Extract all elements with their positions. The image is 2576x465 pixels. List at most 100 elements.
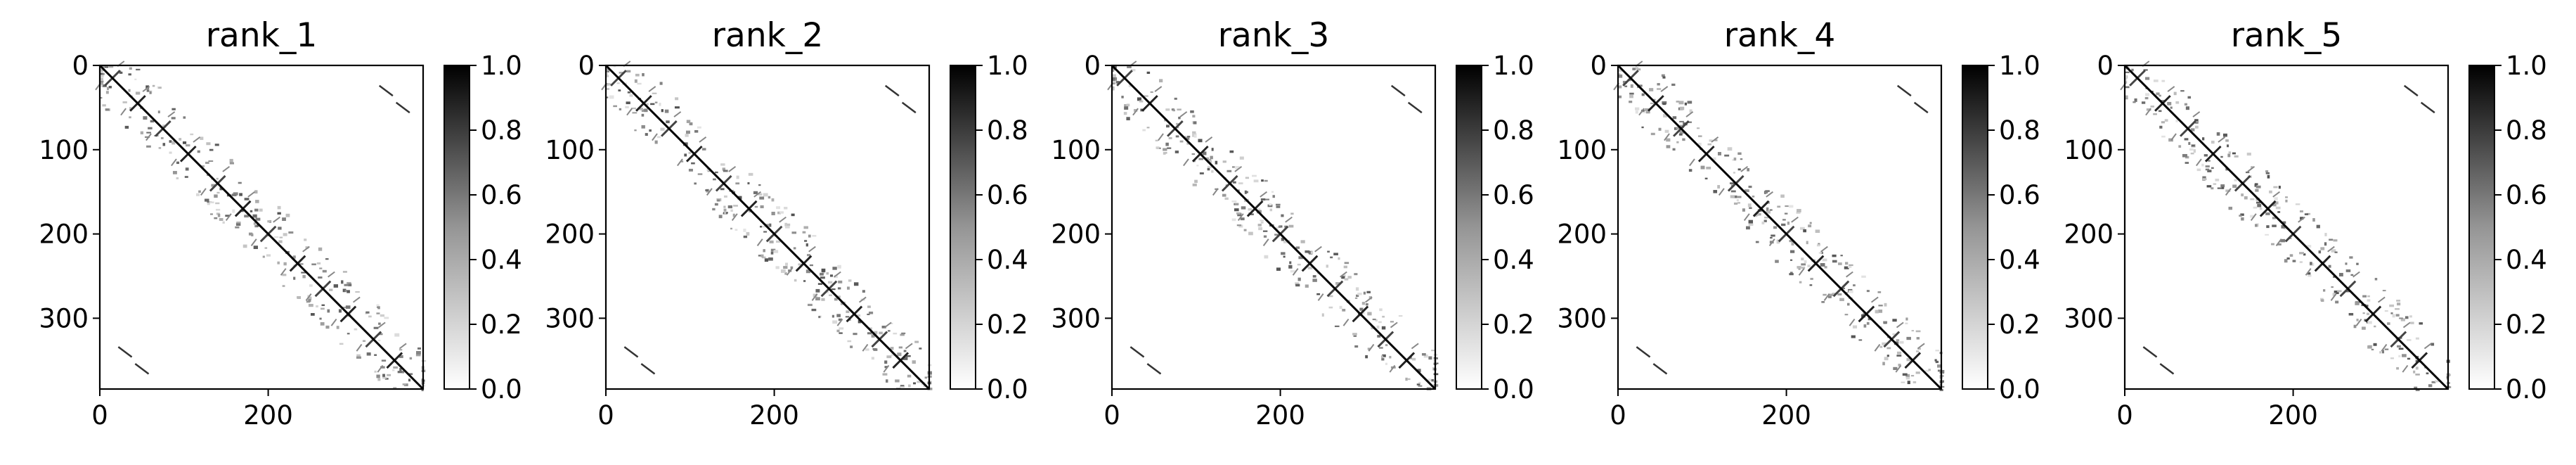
contact-cell [737, 196, 742, 200]
contact-cell [2405, 316, 2409, 319]
contact-cell [254, 208, 259, 212]
contact-cell [1801, 257, 1804, 261]
contact-cell [1896, 351, 1902, 355]
contact-cell [1382, 354, 1386, 357]
contact-cell [1316, 293, 1321, 295]
contact-cell [200, 136, 204, 140]
contact-cell [209, 148, 214, 151]
contact-cell [2331, 249, 2336, 253]
contact-cell [1618, 95, 1622, 98]
contact-cell [266, 254, 271, 257]
contact-cell [1742, 208, 1745, 212]
contact-cell [140, 131, 144, 134]
contact-cell [316, 262, 321, 265]
contact-cell [1809, 222, 1812, 224]
colorbar-tick-label: 0.2 [987, 310, 1028, 340]
contact-cell [853, 282, 859, 286]
contact-cell [318, 276, 323, 279]
motif-stroke [1798, 268, 1805, 276]
motif-stroke [399, 343, 407, 350]
contact-cell [368, 315, 372, 318]
contact-cell [2407, 357, 2411, 360]
contact-cell [1642, 111, 1647, 113]
contact-cell [1797, 209, 1801, 212]
contact-cell [606, 75, 609, 77]
contact-cell [1733, 172, 1735, 174]
contact-cell [2225, 167, 2229, 171]
contact-cell [1780, 194, 1785, 198]
contact-cell [2208, 160, 2211, 162]
contact-cell [1327, 250, 1330, 253]
contact-cell [889, 322, 893, 324]
contact-cell [2381, 350, 2385, 354]
contact-cell [817, 283, 823, 285]
contact-cell [2367, 295, 2370, 298]
motif-stroke [1895, 364, 1902, 373]
contact-cell [1239, 156, 1244, 160]
contact-cell [874, 331, 878, 335]
contact-cell [822, 271, 825, 274]
contact-cell [1353, 335, 1357, 337]
contact-cell [183, 116, 186, 119]
contact-cell [235, 222, 241, 226]
contact-cell [2415, 388, 2420, 391]
contact-cell [1275, 203, 1281, 206]
contact-cell [1839, 298, 1844, 302]
contact-cell [1207, 167, 1210, 171]
contact-cell [1877, 310, 1883, 313]
contact-cell [325, 325, 330, 329]
contact-cell [1263, 235, 1267, 238]
contact-cell [2415, 374, 2420, 376]
contact-cell [341, 280, 344, 284]
contact-cell [838, 280, 843, 284]
contact-cell [803, 226, 808, 229]
contact-cell [1240, 217, 1245, 221]
contact-cell [319, 267, 323, 269]
motif-stroke [2145, 108, 2151, 116]
contact-cell [2159, 125, 2163, 129]
contact-cell [1853, 284, 1856, 287]
motif-stroke [1689, 158, 1695, 167]
contact-cell [1193, 134, 1197, 138]
contact-cell [907, 374, 912, 378]
contact-cell [1882, 342, 1887, 345]
contact-cell [2410, 321, 2414, 324]
heatmap-frame [1111, 64, 1437, 390]
contact-cell [1238, 224, 1243, 228]
contact-cell [771, 198, 775, 202]
contact-cell [2206, 185, 2212, 188]
contact-cell [200, 165, 205, 168]
y-tick-label: 200 [39, 219, 89, 250]
contact-cell [1797, 266, 1801, 269]
contact-cell [319, 317, 322, 320]
contact-cell [2259, 208, 2263, 210]
contact-cell [1155, 139, 1158, 141]
contact-cell [1112, 79, 1116, 83]
contact-cell [1428, 356, 1432, 360]
contact-cell [2307, 272, 2311, 275]
contact-cell [1146, 127, 1150, 129]
motif-stroke [1896, 321, 1904, 329]
contact-cell [829, 274, 833, 277]
motif-stroke [1917, 343, 1925, 350]
contact-cell [705, 189, 708, 191]
contact-cell [1785, 205, 1789, 208]
contact-cell [2299, 252, 2305, 255]
contact-cell [1764, 190, 1768, 194]
motif-stroke [200, 188, 207, 196]
contact-cell [1866, 321, 1870, 325]
contact-cell [2125, 95, 2128, 98]
contact-cell [2265, 212, 2270, 215]
contact-cell [785, 262, 789, 266]
contact-cell [1732, 195, 1737, 198]
contact-cell [784, 206, 788, 210]
contact-cell [2189, 148, 2194, 151]
contact-cell [1910, 375, 1915, 377]
contact-cell [654, 101, 658, 103]
contact-cell [185, 144, 190, 147]
contact-cell [1179, 140, 1184, 143]
contact-cell [1354, 273, 1358, 276]
contact-cell [2161, 121, 2166, 124]
contact-cell [1764, 216, 1769, 219]
contact-cell [641, 109, 645, 112]
